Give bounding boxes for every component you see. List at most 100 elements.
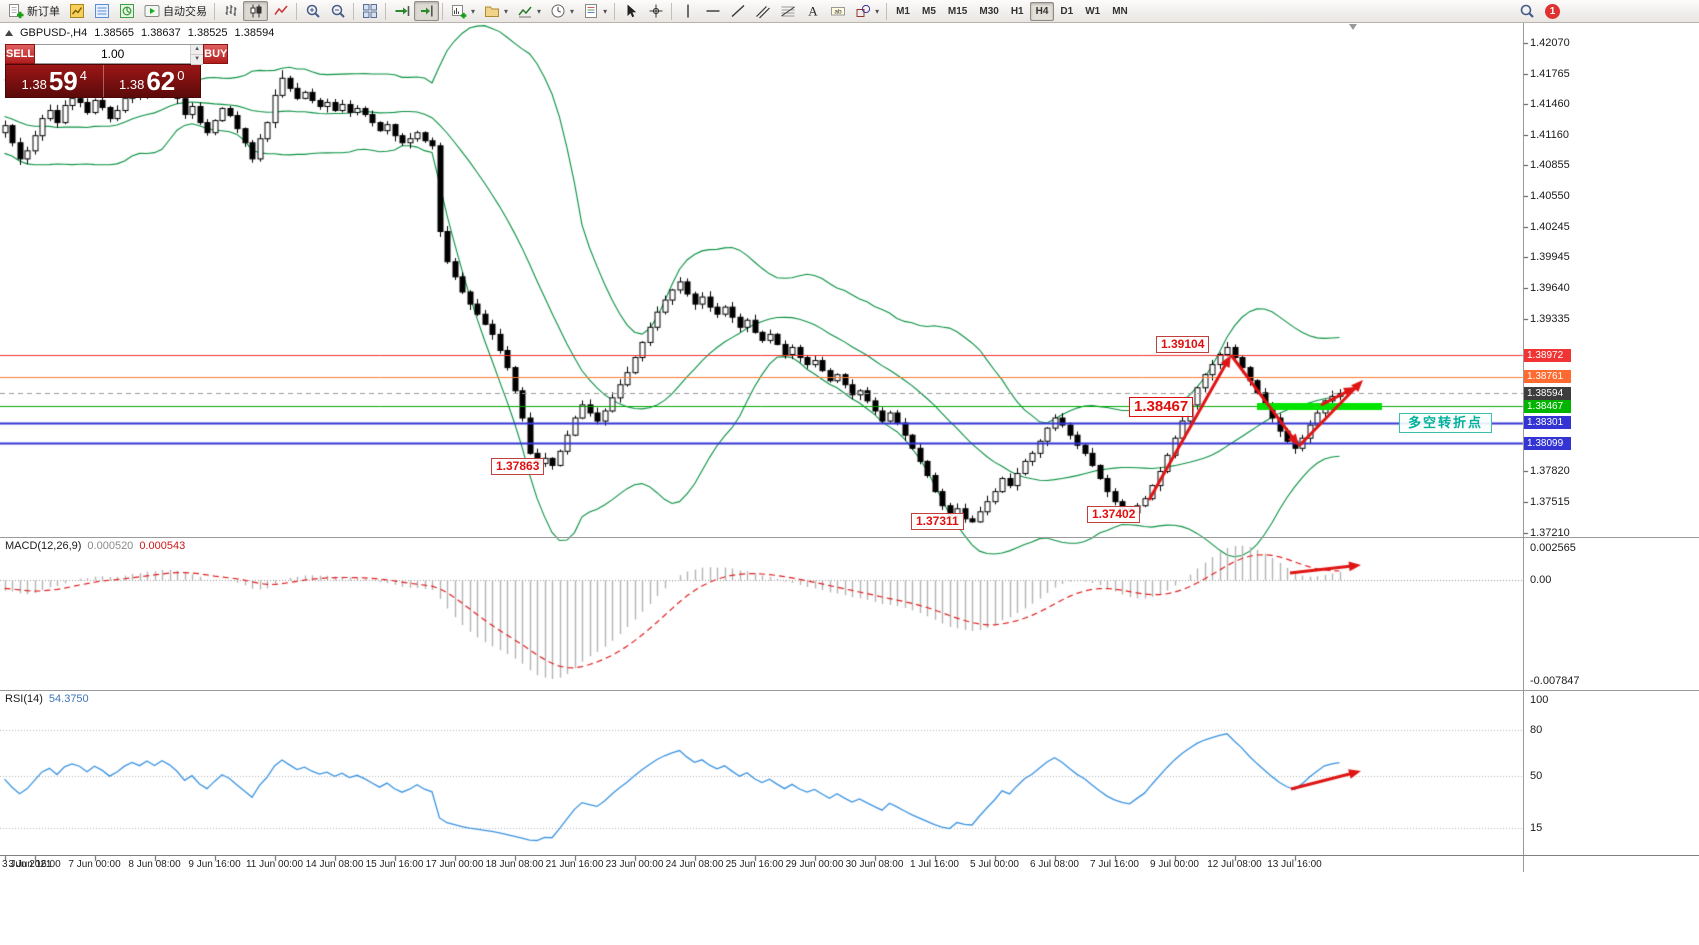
time-axis-label: 11 Jun 00:00 (245, 859, 304, 870)
time-axis-separator (0, 855, 1699, 856)
search-button[interactable] (1514, 1, 1539, 21)
trendline-button[interactable] (725, 1, 750, 21)
time-axis-label: 9 Jun 16:00 (188, 859, 241, 870)
label-button[interactable]: ab (825, 1, 850, 21)
auto-trading-button[interactable]: 自动交易 (139, 1, 211, 21)
price-annotation-label[interactable]: 1.37311 (911, 513, 964, 530)
bar-chart-icon (222, 3, 239, 20)
search-icon (1518, 3, 1535, 20)
bar-chart-button[interactable] (218, 1, 243, 21)
crosshair-button[interactable] (643, 1, 668, 21)
horizontal-line-button[interactable] (700, 1, 725, 21)
price-annotation-label[interactable]: 1.39104 (1156, 336, 1210, 353)
new-order-button[interactable]: 新订单 (3, 1, 64, 21)
periods-button[interactable]: ▾ (545, 1, 578, 21)
rsi-axis-label: 50 (1530, 769, 1543, 782)
timeframe-h4-button[interactable]: H4 (1029, 1, 1055, 21)
timeframe-d1-button[interactable]: D1 (1060, 5, 1074, 17)
macd-panel-splitter[interactable] (0, 537, 1699, 538)
timeframe-w1-button[interactable]: W1 (1085, 5, 1101, 17)
vertical-line-button[interactable] (675, 1, 700, 21)
indicators-button[interactable]: ▾ (512, 1, 545, 21)
toolbar-separator (214, 2, 215, 20)
price-level-tag: 1.38761 (1524, 370, 1571, 384)
market-watch-button[interactable] (64, 1, 89, 21)
volume-down-button[interactable]: ▼ (191, 55, 204, 65)
notification-badge[interactable]: 1 (1545, 3, 1560, 19)
profiles-button[interactable]: ▾ (479, 1, 512, 21)
timeframe-mn-button[interactable]: MN (1112, 5, 1128, 17)
candlestick-button[interactable] (243, 1, 268, 21)
toolbar-button-label: 新订单 (27, 6, 60, 18)
chevron-down-icon: ▾ (570, 6, 575, 16)
price-axis-label: 1.41460 (1530, 98, 1570, 111)
shapes-button[interactable]: ▾ (850, 1, 883, 21)
timeframe-m1-button[interactable]: M1 (896, 5, 910, 17)
price-annotation-label[interactable]: 1.37863 (491, 458, 545, 475)
turning-point-note[interactable]: 多空转折点 (1399, 413, 1493, 433)
chart-shift-button[interactable] (414, 1, 439, 21)
chart-high-value: 1.38637 (141, 27, 181, 39)
buy-price-button[interactable]: 1.38 62 0 (102, 65, 201, 97)
chevron-down-icon: ▾ (504, 6, 509, 16)
navigator-button[interactable] (114, 1, 139, 21)
volume-up-button[interactable]: ▲ (191, 45, 204, 55)
chart-close-value: 1.38594 (234, 27, 275, 39)
time-axis-label: 3 Jun 16:00 (8, 859, 61, 870)
price-level-tag: 1.38594 (1524, 386, 1571, 400)
sell-price-prefix: 1.38 (21, 77, 47, 92)
text-button[interactable]: A (800, 1, 825, 21)
rsi-value: 54.3750 (48, 693, 89, 705)
price-annotation-label[interactable]: 1.37402 (1087, 506, 1141, 523)
sell-button[interactable]: SELL (5, 44, 36, 64)
price-level-tag: 1.38099 (1524, 436, 1571, 450)
macd-axis-min-label: -0.007847 (1530, 675, 1580, 687)
time-axis-label: 29 Jun 00:00 (785, 859, 844, 870)
line-chart-button[interactable] (268, 1, 293, 21)
navigator-icon (118, 3, 135, 20)
indicators-icon (516, 3, 533, 20)
fibonacci-button[interactable] (775, 1, 800, 21)
zoom-in-button[interactable] (300, 1, 325, 21)
rsi-indicator-label: RSI(14) 54.3750 (5, 693, 89, 705)
price-level-tag: 1.38467 (1524, 399, 1571, 413)
sell-price-big: 59 (48, 66, 78, 96)
new-chart-button[interactable]: ▾ (446, 1, 479, 21)
time-axis-label: 12 Jul 08:00 (1207, 859, 1262, 870)
timeframe-m30-button[interactable]: M30 (979, 5, 999, 17)
time-axis-label: 15 Jun 16:00 (365, 859, 424, 870)
buy-button[interactable]: BUY (203, 44, 229, 64)
templates-button[interactable]: ▾ (578, 1, 611, 21)
buy-price-sup: 0 (177, 68, 185, 83)
cursor-button[interactable] (618, 1, 643, 21)
volume-field: ▲ ▼ (35, 44, 204, 65)
rsi-name: RSI(14) (5, 693, 43, 705)
auto-scroll-button[interactable] (389, 1, 414, 21)
price-axis-label: 1.40245 (1530, 220, 1570, 233)
price-annotation-label[interactable]: 1.38467 (1129, 397, 1194, 417)
price-axis-label: 1.39945 (1530, 251, 1570, 264)
zoom-out-button[interactable] (325, 1, 350, 21)
timeframe-m15-button[interactable]: M15 (947, 5, 968, 17)
time-axis-label: 30 Jun 08:00 (845, 859, 904, 870)
candlestick-icon (247, 3, 264, 20)
price-axis-label: 1.39640 (1530, 281, 1570, 294)
timeframe-m5-button[interactable]: M5 (922, 5, 936, 17)
sell-price-sup: 4 (79, 68, 87, 83)
timeframe-h1-button[interactable]: H1 (1010, 5, 1024, 17)
tile-windows-button[interactable] (357, 1, 382, 21)
sell-price-button[interactable]: 1.38 59 4 (6, 65, 103, 97)
toolbar-separator (671, 2, 673, 20)
rsi-panel-splitter[interactable] (0, 690, 1699, 691)
data-window-button[interactable] (89, 1, 114, 21)
chart-symbol-period: GBPUSD-,H4 (20, 27, 88, 39)
time-axis-label: 14 Jun 08:00 (305, 859, 364, 870)
price-level-tag: 1.38972 (1524, 348, 1571, 362)
volume-input[interactable] (35, 45, 191, 63)
rsi-axis-label: 100 (1530, 694, 1549, 706)
time-axis-label: 21 Jun 16:00 (545, 859, 604, 870)
macd-axis-zero-label: 0.00 (1530, 573, 1552, 586)
channel-button[interactable] (750, 1, 775, 21)
time-axis-label: 7 Jul 16:00 (1090, 859, 1139, 870)
